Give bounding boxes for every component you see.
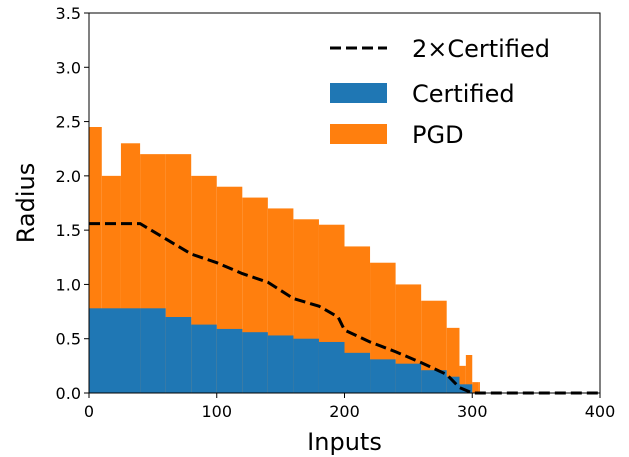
x-axis-title: Inputs	[307, 428, 382, 456]
legend-swatch-pgd	[330, 124, 387, 144]
y-tick-label: 2.0	[56, 167, 81, 186]
x-tick-label: 400	[585, 402, 616, 421]
y-tick-label: 2.5	[56, 113, 81, 132]
certified-bar	[140, 308, 166, 393]
y-tick-label: 3.0	[56, 58, 81, 77]
certified-bar	[165, 317, 192, 393]
pgd-bar	[472, 382, 479, 393]
y-tick-label: 3.5	[56, 4, 81, 23]
legend: 2×Certified Certified PGD	[330, 35, 550, 149]
certified-bar	[293, 338, 319, 393]
certified-bar	[344, 352, 371, 393]
y-tick-label: 1.0	[56, 275, 81, 294]
certified-bar	[370, 359, 396, 393]
certified-bar	[421, 370, 447, 393]
certified-bar	[267, 335, 294, 393]
certified-bar	[191, 324, 217, 393]
y-tick-label: 1.5	[56, 221, 81, 240]
y-axis-title: Radius	[12, 163, 40, 243]
x-axis: 0 100 200 300 400	[84, 393, 615, 421]
y-tick-label: 0.5	[56, 330, 81, 349]
pgd-bar	[459, 365, 466, 393]
y-axis: 0.0 0.5 1.0 1.5 2.0 2.5 3.0 3.5	[56, 4, 89, 403]
legend-label-pgd: PGD	[412, 121, 464, 149]
legend-label-twice-certified: 2×Certified	[412, 35, 550, 63]
x-tick-label: 100	[201, 402, 232, 421]
y-tick-label: 0.0	[56, 384, 81, 403]
pgd-bar	[465, 355, 473, 393]
certified-bar	[318, 341, 345, 393]
legend-swatch-certified	[330, 83, 387, 103]
certified-bar	[89, 308, 141, 393]
certified-bar	[242, 332, 268, 393]
plot-area	[89, 127, 600, 395]
legend-label-certified: Certified	[412, 80, 515, 108]
twice-certified-line	[89, 222, 600, 395]
certified-bar	[446, 376, 460, 393]
x-tick-label: 200	[329, 402, 360, 421]
x-tick-label: 300	[457, 402, 488, 421]
certified-bar	[395, 363, 422, 393]
x-tick-label: 0	[84, 402, 94, 421]
pgd-bar	[478, 382, 480, 393]
certified-bar	[216, 328, 243, 393]
